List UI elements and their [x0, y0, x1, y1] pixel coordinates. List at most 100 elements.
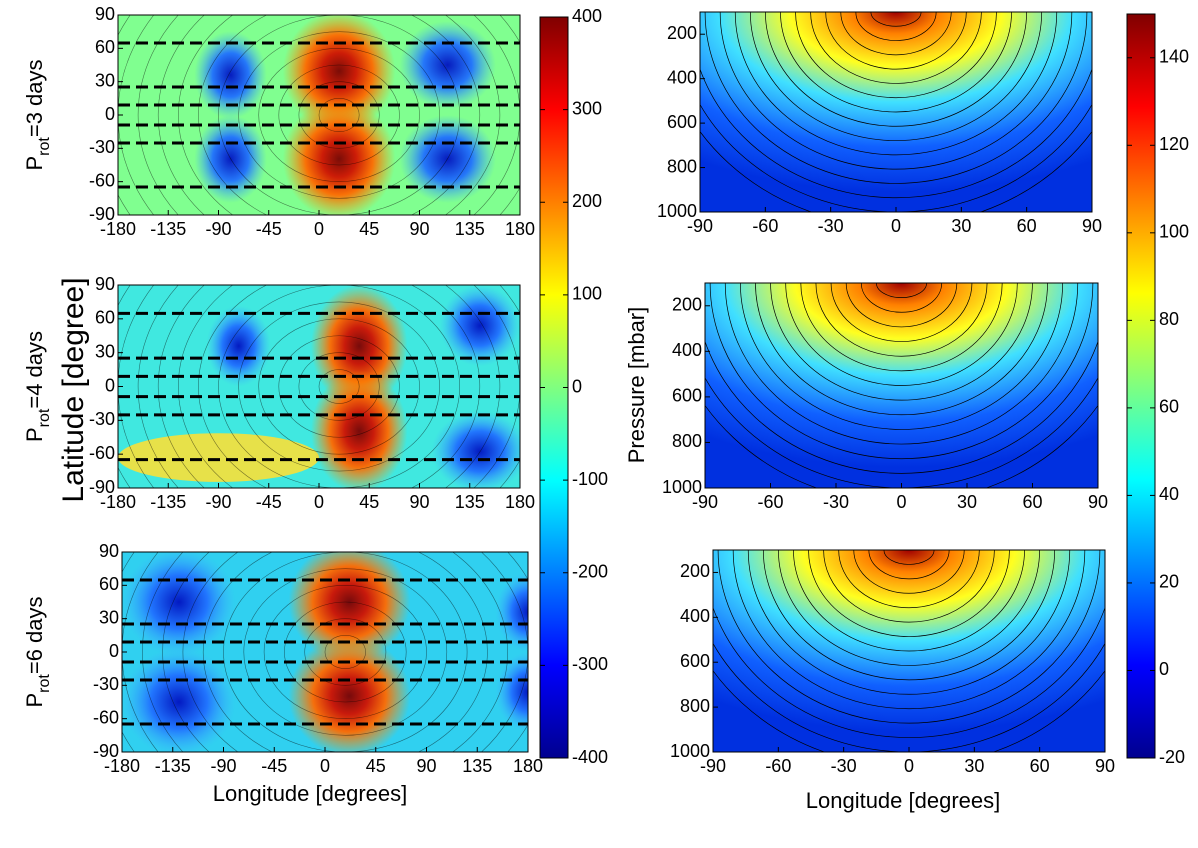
field — [700, 12, 1092, 212]
y-tick-label: 1000 — [670, 741, 710, 761]
contour-line — [734, 12, 1058, 156]
y-tick-label: 200 — [672, 295, 702, 315]
colorbar-tick-label: -400 — [572, 747, 608, 767]
x-tick-label: -45 — [256, 492, 282, 512]
contour-line — [318, 369, 360, 404]
contour-line — [860, 283, 943, 313]
contour-line — [182, 552, 508, 752]
x-tick-label: 45 — [359, 492, 379, 512]
field — [118, 285, 520, 488]
x-tick-label: -135 — [150, 219, 186, 239]
contour-line — [763, 550, 1055, 681]
label-sub: rot — [36, 408, 53, 427]
contour-line — [137, 15, 520, 215]
contour-line — [732, 550, 1086, 710]
x-tick-label: 0 — [314, 492, 324, 512]
contour-line — [724, 283, 1079, 445]
contour-line — [755, 283, 1048, 416]
colorbar — [1126, 13, 1156, 759]
x-tick-label: -90 — [687, 216, 713, 236]
contour-line — [157, 15, 520, 215]
contour-line — [258, 48, 420, 182]
contour-line — [815, 283, 988, 357]
x-tick-label: -90 — [700, 756, 726, 776]
contour-line — [825, 12, 967, 70]
x-tick-label: -30 — [818, 216, 844, 236]
y-tick-label: 30 — [99, 607, 119, 627]
y-axis-label: Prot=6 days — [22, 596, 53, 707]
colorbar-tick-label: 20 — [1159, 572, 1179, 592]
contour-line — [304, 618, 387, 686]
x-tick-label: -135 — [150, 492, 186, 512]
colorbar-tick-label: 60 — [1159, 397, 1179, 417]
x-tick-label: 0 — [314, 219, 324, 239]
y-tick-label: 800 — [672, 431, 702, 451]
contour-line — [223, 552, 468, 752]
contour-line — [700, 67, 1092, 199]
contour-line — [198, 15, 481, 215]
field-feature — [495, 652, 528, 732]
x-axis-label: Longitude [degrees] — [806, 788, 1001, 813]
contour-line — [238, 301, 440, 472]
x-tick-label: 135 — [455, 219, 485, 239]
colorbar-tick-label: 0 — [572, 376, 582, 396]
contour-line — [810, 12, 982, 84]
field — [118, 15, 520, 215]
contour-line — [263, 585, 427, 719]
field-feature — [495, 572, 528, 652]
x-tick-label: -60 — [752, 216, 778, 236]
x-tick-label: -180 — [100, 492, 136, 512]
contour-line — [142, 552, 528, 752]
field — [713, 550, 1105, 752]
contour-line — [765, 12, 1027, 127]
colorbar-tick-label: 120 — [1159, 134, 1189, 154]
y-tick-label: 1000 — [662, 477, 702, 497]
x-tick-label: -30 — [831, 756, 857, 776]
x-tick-label: 180 — [505, 219, 535, 239]
contour-line — [218, 15, 460, 215]
contour-line — [324, 635, 366, 669]
x-tick-label: 60 — [1030, 756, 1050, 776]
y-tick-label: -90 — [89, 204, 115, 224]
contour-line — [840, 12, 952, 56]
y-tick-label: -90 — [89, 477, 115, 497]
x-tick-label: 0 — [320, 756, 330, 776]
y-tick-label: 200 — [680, 561, 710, 581]
contour-line — [870, 12, 922, 27]
colorbar-tick-label: 140 — [1159, 47, 1189, 67]
colorbar-tick-label: 200 — [572, 191, 602, 211]
field-feature — [399, 21, 496, 109]
label-sub: rot — [36, 674, 53, 693]
y-tick-label: 400 — [672, 340, 702, 360]
label-sub: rot — [36, 137, 53, 156]
field-feature — [282, 99, 396, 215]
contour-line — [785, 283, 1018, 386]
contour-line — [750, 12, 1042, 141]
x-tick-label: 30 — [957, 492, 977, 512]
contour-line — [218, 285, 460, 488]
y-tick-label: 90 — [95, 274, 115, 294]
field-feature — [431, 410, 520, 488]
field-feature — [194, 31, 267, 119]
field-feature — [282, 15, 396, 131]
x-tick-label: 0 — [904, 756, 914, 776]
x-tick-label: -45 — [261, 756, 287, 776]
y-tick-label: 800 — [667, 156, 697, 176]
contour-line — [713, 606, 1105, 738]
contour-line — [137, 285, 520, 488]
contour-line — [258, 318, 420, 455]
y-tick-label: 0 — [109, 641, 119, 661]
contour-line — [284, 601, 407, 703]
y-tick-label: -30 — [89, 137, 115, 157]
x-tick-label: -30 — [823, 492, 849, 512]
y-tick-label: -60 — [89, 170, 115, 190]
y-tick-label: 30 — [95, 341, 115, 361]
y-tick-label: 0 — [105, 375, 115, 395]
x-axis-label: Longitude [degrees] — [213, 781, 408, 806]
y-tick-label: -30 — [93, 674, 119, 694]
contour-line — [704, 12, 1088, 184]
colorbar-tick-label: -20 — [1159, 747, 1185, 767]
contour-line — [157, 285, 520, 488]
y-tick-label: 60 — [95, 308, 115, 328]
x-tick-label: 60 — [1022, 492, 1042, 512]
